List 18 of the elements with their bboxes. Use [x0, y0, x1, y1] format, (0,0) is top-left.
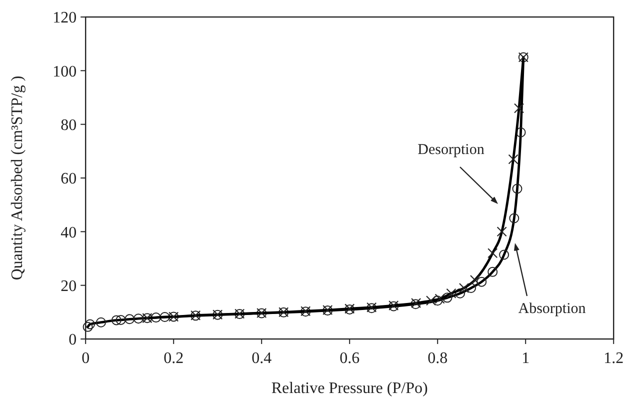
x-tick-label: 0.8 — [428, 350, 448, 367]
y-tick-label: 20 — [60, 278, 77, 295]
x-tick-label: 0.2 — [164, 350, 184, 367]
y-axis-title: Quantity Adsorbed (cm³STP/g ) — [9, 76, 26, 280]
x-tick-label: 0.4 — [252, 350, 272, 367]
y-tick-label: 60 — [60, 170, 77, 188]
y-tick-label: 80 — [60, 116, 77, 134]
annotation: Desorption — [418, 142, 485, 158]
x-tick-label: 0 — [82, 350, 90, 367]
x-tick-label: 0.6 — [340, 350, 360, 367]
y-tick-label: 100 — [52, 63, 77, 80]
y-tick-label: 0 — [68, 332, 77, 349]
x-axis-title: Relative Pressure (P/Po) — [271, 380, 428, 397]
x-tick-label: 1 — [522, 350, 530, 367]
x-tick-label: 1.2 — [604, 350, 624, 367]
y-tick-label: 120 — [52, 10, 77, 27]
y-tick-label: 40 — [60, 224, 77, 242]
annotation: Absorption — [518, 301, 586, 317]
